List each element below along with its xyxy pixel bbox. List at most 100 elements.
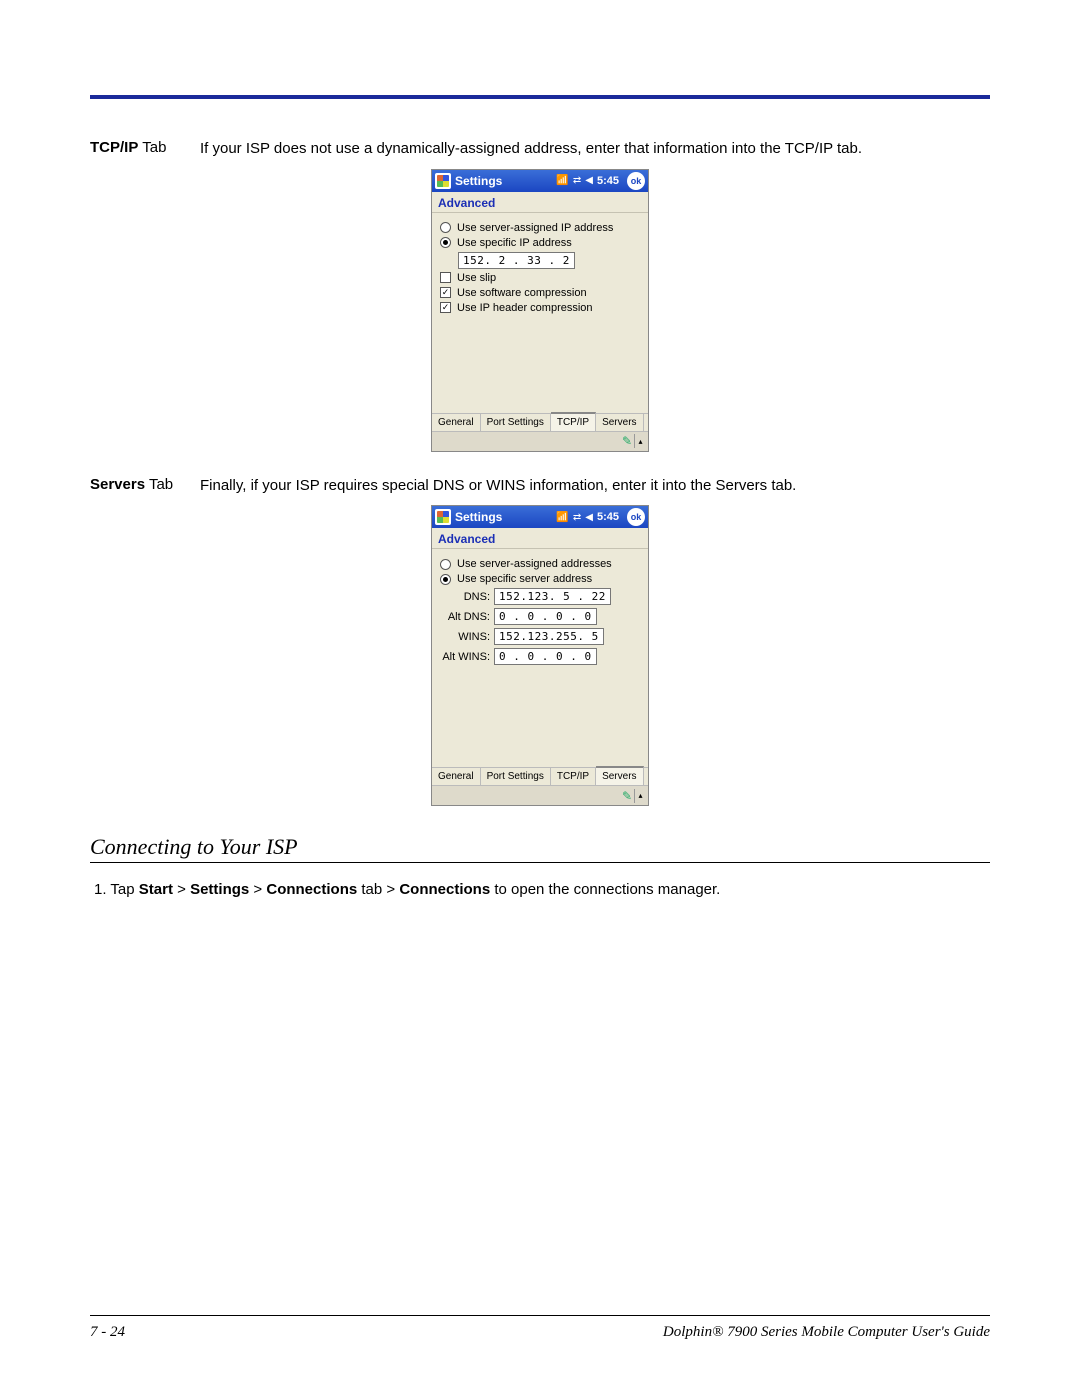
titlebar-text: Settings (455, 174, 502, 188)
radio-server-ip-label: Use server-assigned IP address (457, 222, 613, 234)
radio-icon (440, 574, 451, 585)
wins-row: WINS: 152.123.255. 5 (440, 628, 640, 645)
keyboard-icon[interactable]: ✎ (622, 434, 632, 448)
dns-input[interactable]: 152.123. 5 . 22 (494, 588, 611, 605)
signal-icon: 📶 (556, 512, 568, 523)
tab-tcpip[interactable]: TCP/IP (551, 768, 596, 785)
step-s3: tab > (357, 881, 399, 898)
radio-server-addr[interactable]: Use server-assigned addresses (440, 558, 640, 570)
step-num: 1. (94, 881, 110, 898)
body: Use server-assigned addresses Use specif… (432, 549, 648, 767)
sip-bar: ✎ ▴ (432, 785, 648, 805)
step-t2: to open the connections manager. (490, 881, 720, 898)
radio-specific-ip-label: Use specific IP address (457, 237, 572, 249)
tab-tcpip[interactable]: TCP/IP (551, 412, 596, 431)
servers-label: Servers Tab (90, 476, 200, 496)
ok-button[interactable]: ok (627, 172, 645, 190)
altdns-input[interactable]: 0 . 0 . 0 . 0 (494, 608, 597, 625)
titlebar: Settings 📶 ⇄ ◀ 5:45 ok (432, 170, 648, 192)
start-icon[interactable] (435, 173, 451, 189)
radio-server-ip[interactable]: Use server-assigned IP address (440, 222, 640, 234)
altwins-input[interactable]: 0 . 0 . 0 . 0 (494, 648, 597, 665)
tcpip-section: TCP/IP Tab If your ISP does not use a dy… (90, 139, 990, 159)
step-t1: Tap (110, 881, 138, 898)
tab-general[interactable]: General (432, 768, 481, 785)
checkbox-icon (440, 272, 451, 283)
section-heading: Connecting to Your ISP (90, 834, 990, 863)
checkbox-swcomp-label: Use software compression (457, 287, 587, 299)
wins-label: WINS: (440, 631, 494, 643)
volume-icon: ◀ (585, 512, 593, 523)
step-b2: Settings (190, 881, 249, 898)
signal-icon: 📶 (556, 175, 568, 186)
sip-arrow-icon[interactable]: ▴ (634, 789, 646, 803)
servers-screenshot: Settings 📶 ⇄ ◀ 5:45 ok Advanced Use serv… (431, 505, 649, 806)
servers-screenshot-wrap: Settings 📶 ⇄ ◀ 5:45 ok Advanced Use serv… (90, 505, 990, 806)
tcpip-label-bold: TCP/IP (90, 139, 138, 156)
radio-specific-ip[interactable]: Use specific IP address (440, 237, 640, 249)
tcpip-screenshot: Settings 📶 ⇄ ◀ 5:45 ok Advanced Use serv… (431, 169, 649, 452)
tabs: General Port Settings TCP/IP Servers (432, 413, 648, 431)
body: Use server-assigned IP address Use speci… (432, 213, 648, 413)
tcpip-screenshot-wrap: Settings 📶 ⇄ ◀ 5:45 ok Advanced Use serv… (90, 169, 990, 452)
checkbox-icon: ✓ (440, 302, 451, 313)
tab-servers[interactable]: Servers (596, 414, 643, 431)
tab-port-settings[interactable]: Port Settings (481, 768, 551, 785)
servers-label-rest: Tab (145, 476, 173, 493)
checkbox-icon: ✓ (440, 287, 451, 298)
tcpip-desc: If your ISP does not use a dynamically-a… (200, 139, 990, 159)
step-s1: > (173, 881, 190, 898)
step-s2: > (249, 881, 266, 898)
servers-desc: Finally, if your ISP requires special DN… (200, 476, 990, 496)
tcpip-label: TCP/IP Tab (90, 139, 200, 159)
clock: 5:45 (597, 175, 619, 187)
subheader: Advanced (432, 528, 648, 549)
ok-button[interactable]: ok (627, 508, 645, 526)
page-content: TCP/IP Tab If your ISP does not use a dy… (90, 95, 990, 1337)
sync-icon: ⇄ (573, 175, 581, 186)
servers-label-bold: Servers (90, 476, 145, 493)
servers-section: Servers Tab Finally, if your ISP require… (90, 476, 990, 496)
subheader: Advanced (432, 192, 648, 213)
sync-icon: ⇄ (573, 512, 581, 523)
dns-row: DNS: 152.123. 5 . 22 (440, 588, 640, 605)
start-icon[interactable] (435, 509, 451, 525)
guide-title: Dolphin® 7900 Series Mobile Computer Use… (663, 1324, 990, 1341)
radio-specific-addr[interactable]: Use specific server address (440, 573, 640, 585)
tcpip-label-rest: Tab (138, 139, 166, 156)
altwins-row: Alt WINS: 0 . 0 . 0 . 0 (440, 648, 640, 665)
checkbox-swcomp[interactable]: ✓ Use software compression (440, 287, 640, 299)
tab-port-settings[interactable]: Port Settings (481, 414, 551, 431)
radio-icon (440, 222, 451, 233)
step-1: 1. Tap Start > Settings > Connections ta… (94, 881, 990, 898)
page-number: 7 - 24 (90, 1324, 125, 1341)
checkbox-iphdr[interactable]: ✓ Use IP header compression (440, 302, 640, 314)
radio-server-addr-label: Use server-assigned addresses (457, 558, 612, 570)
radio-icon (440, 559, 451, 570)
checkbox-iphdr-label: Use IP header compression (457, 302, 593, 314)
page-footer: 7 - 24 Dolphin® 7900 Series Mobile Compu… (90, 1315, 990, 1341)
tab-general[interactable]: General (432, 414, 481, 431)
keyboard-icon[interactable]: ✎ (622, 789, 632, 803)
sip-arrow-icon[interactable]: ▴ (634, 434, 646, 448)
step-b3: Connections (266, 881, 357, 898)
titlebar-text: Settings (455, 510, 502, 524)
titlebar: Settings 📶 ⇄ ◀ 5:45 ok (432, 506, 648, 528)
altdns-row: Alt DNS: 0 . 0 . 0 . 0 (440, 608, 640, 625)
tabs: General Port Settings TCP/IP Servers (432, 767, 648, 785)
ip-input-row: 152. 2 . 33 . 2 (458, 252, 640, 269)
volume-icon: ◀ (585, 175, 593, 186)
wins-input[interactable]: 152.123.255. 5 (494, 628, 604, 645)
altdns-label: Alt DNS: (440, 611, 494, 623)
sip-bar: ✎ ▴ (432, 431, 648, 451)
clock: 5:45 (597, 511, 619, 523)
top-rule (90, 95, 990, 99)
ip-input[interactable]: 152. 2 . 33 . 2 (458, 252, 575, 269)
step-b1: Start (139, 881, 173, 898)
altwins-label: Alt WINS: (440, 651, 494, 663)
checkbox-slip[interactable]: Use slip (440, 272, 640, 284)
radio-specific-addr-label: Use specific server address (457, 573, 592, 585)
radio-icon (440, 237, 451, 248)
step-b4: Connections (399, 881, 490, 898)
tab-servers[interactable]: Servers (596, 766, 643, 785)
